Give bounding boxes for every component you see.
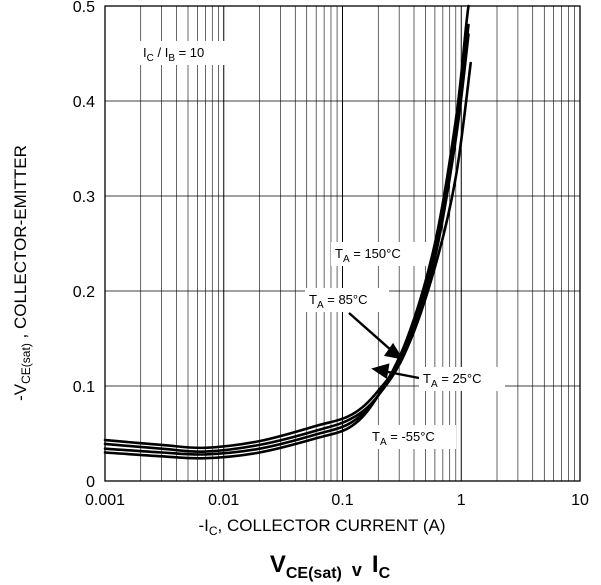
arrow-25-head [371,363,390,380]
series-label-neg55-bg [368,425,456,449]
y-tick-label: 0.3 [73,189,95,206]
series-label-150-bg [331,242,427,266]
x-tick-label: 0.001 [85,492,125,509]
x-tick-label: 0.1 [331,492,353,509]
y-tick-labels: 0 0.1 0.2 0.3 0.4 0.5 [73,0,95,491]
series-label-25: TA = 25°C [423,371,482,390]
series-label-25-bg [419,367,505,391]
series-label-85-bg [305,288,389,312]
plot-frame [104,5,581,482]
series-label-neg55: TA = -55°C [372,429,435,448]
condition-label-bg [139,41,231,65]
arrow-85-line [348,312,393,352]
x-tick-label: 0.01 [208,492,239,509]
y-tick-label: 0 [86,474,95,491]
y-tick-label: 0.2 [73,284,95,301]
y-axis-title: -VCE(sat) , COLLECTOR-EMITTER [11,145,33,401]
y-tick-label: 0.4 [73,94,95,111]
annotation-arrows [348,312,420,380]
x-tick-label: 10 [571,492,589,509]
chart-title: VCE(sat) v IC [270,551,391,582]
series-line-2 [103,33,470,454]
condition-label: IC / IB = 10 [143,45,204,64]
x-tick-label: 1 [457,492,466,509]
y-tick-label: 0.1 [73,379,95,396]
x-tick-labels: 0.001 0.01 0.1 1 10 [85,492,589,509]
series-line-3 [103,61,472,450]
y-tick-label: 0.5 [73,0,95,16]
series-label-85: TA = 85°C [309,292,368,311]
arrow-85-head [383,342,404,360]
series-lines [103,4,472,460]
series-label-150: TA = 150°C [335,246,401,265]
arrow-25-line [382,369,420,380]
x-axis-title: -IC, COLLECTOR CURRENT (A) [198,516,445,538]
